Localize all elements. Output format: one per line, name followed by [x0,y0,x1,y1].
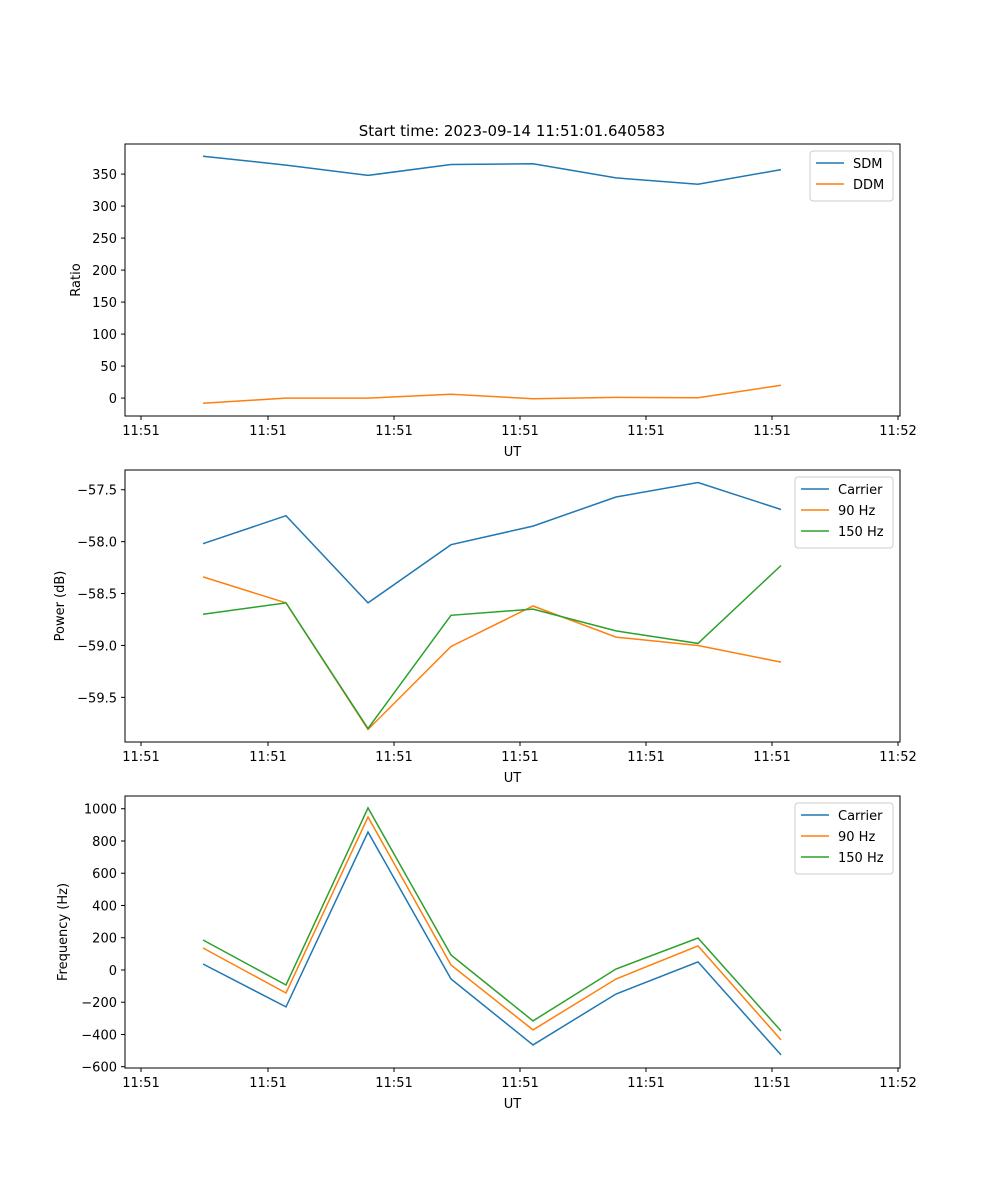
x-tick-label: 11:51 [375,424,412,439]
legend: Carrier 90 Hz 150 Hz [794,476,894,549]
x-tick-label: 11:52 [879,750,916,765]
y-tick-label: −58.5 [77,588,117,603]
x-tick-label: 11:51 [249,750,286,765]
x-tick-label: 11:51 [627,424,664,439]
legend-label: 150 Hz [838,525,884,540]
x-tick-label: 11:51 [627,750,664,765]
series-line-150-hz [202,564,782,730]
x-axis-label: UT [504,771,522,786]
axes-frame [124,469,901,743]
series-line-ddm [202,384,782,404]
y-tick-label: −59.0 [77,639,117,654]
x-axis-label: UT [504,445,522,460]
legend-label: 150 Hz [838,851,884,866]
series-line-150-hz [202,806,782,1032]
y-tick-label: −200 [81,996,117,1011]
y-axis-label: Ratio [69,263,84,296]
x-tick-label: 11:51 [753,1076,790,1091]
y-tick-label: 800 [92,835,117,850]
legend-label: 90 Hz [838,504,875,519]
series-line-carrier [202,481,782,604]
legend: Carrier 90 Hz 150 Hz [794,802,894,875]
x-tick-label: 11:51 [753,750,790,765]
y-tick-label: −57.5 [77,484,117,499]
legend-label: SDM [853,157,882,172]
y-tick-label: −59.5 [77,691,117,706]
x-axis-label: UT [504,1097,522,1112]
y-tick-label: −400 [81,1028,117,1043]
y-tick-label: 400 [92,899,117,914]
x-tick-label: 11:51 [501,1076,538,1091]
series-line-carrier [202,830,782,1056]
y-tick-label: 0 [109,392,117,407]
x-tick-label: 11:51 [375,1076,412,1091]
x-tick-label: 11:51 [375,750,412,765]
x-tick-label: 11:52 [879,424,916,439]
legend-label: Carrier [838,483,883,498]
y-tick-label: 1000 [84,803,117,818]
subplot-1: 11:51 11:51 11:51 11:51 11:51 11:51 11:52 0 50 10… [69,143,917,460]
y-tick-label: 100 [92,328,117,343]
y-tick-label: 50 [100,360,117,375]
series-line-90-hz [202,576,782,731]
y-tick-label: 250 [92,232,117,247]
y-tick-label: −58.0 [77,536,117,551]
legend-label: Carrier [838,809,883,824]
y-tick-label: 200 [92,932,117,947]
axes-frame [124,143,901,417]
figure-title: Start time: 2023-09-14 11:51:01.640583 [359,122,665,140]
y-tick-label: 200 [92,264,117,279]
legend: SDM DDM [809,150,894,202]
x-tick-label: 11:52 [879,1076,916,1091]
x-tick-label: 11:51 [122,1076,159,1091]
x-tick-label: 11:51 [501,750,538,765]
y-tick-label: 0 [109,964,117,979]
y-tick-label: 300 [92,200,117,215]
series-line-sdm [202,155,782,186]
x-tick-label: 11:51 [501,424,538,439]
y-tick-label: −600 [81,1061,117,1076]
y-axis-label: Frequency (Hz) [56,883,71,981]
y-tick-label: 150 [92,296,117,311]
x-tick-label: 11:51 [627,1076,664,1091]
x-tick-label: 11:51 [249,424,286,439]
y-axis-label: Power (dB) [53,571,68,642]
series-line-90-hz [202,815,782,1041]
y-tick-label: 350 [92,168,117,183]
legend-label: 90 Hz [838,830,875,845]
subplot-3: 11:51 11:51 11:51 11:51 11:51 11:51 11:52 −600 −… [56,795,917,1112]
subplot-2: 11:51 11:51 11:51 11:51 11:51 11:51 11:52 −59.5… [53,469,917,786]
x-tick-label: 11:51 [122,424,159,439]
axes-frame [124,795,901,1069]
legend-label: DDM [853,178,884,193]
y-tick-label: 600 [92,867,117,882]
x-tick-label: 11:51 [122,750,159,765]
x-tick-label: 11:51 [249,1076,286,1091]
x-tick-label: 11:51 [753,424,790,439]
